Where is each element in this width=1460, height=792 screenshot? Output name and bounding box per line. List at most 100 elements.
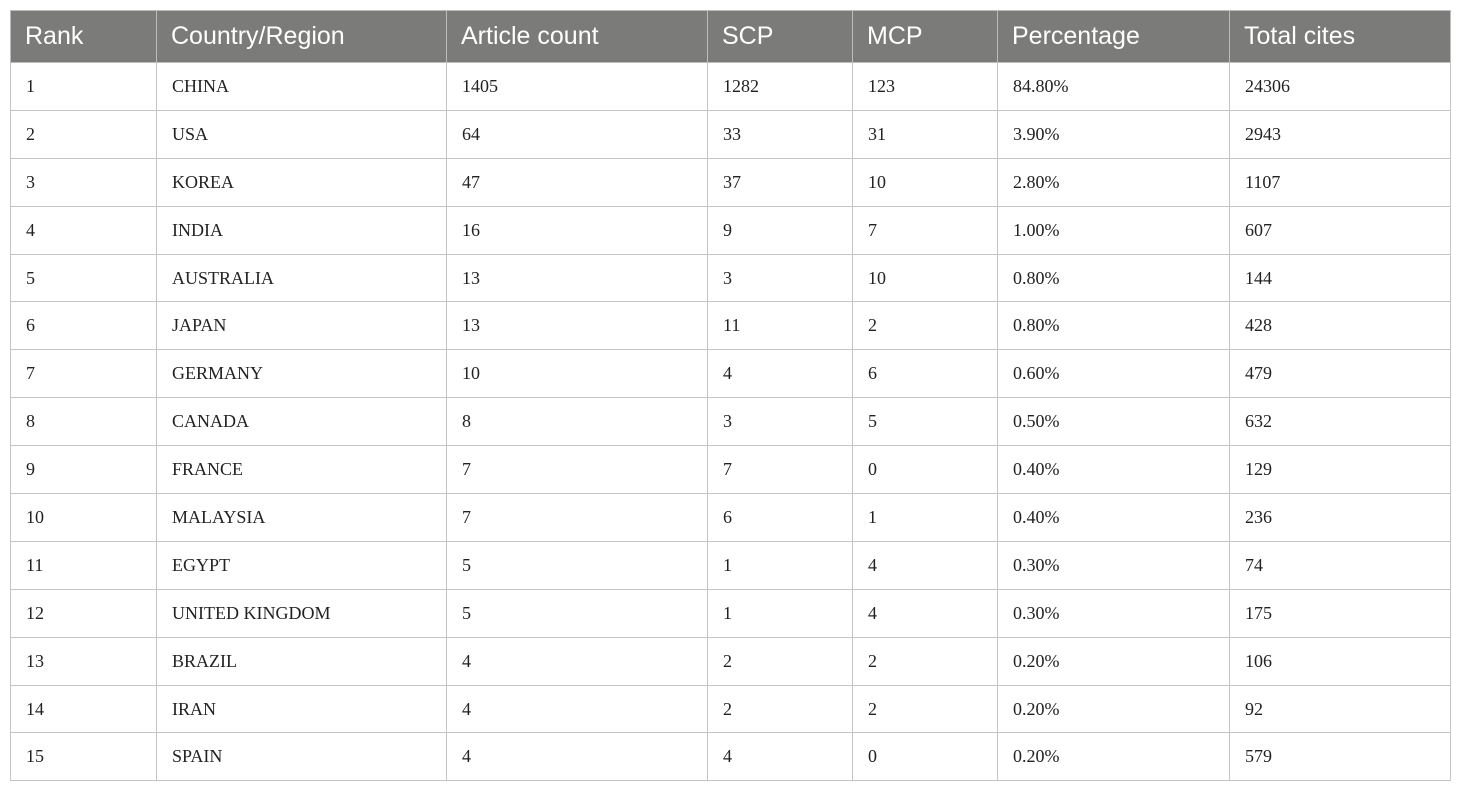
mcp-cell: 2 <box>852 684 998 734</box>
mcp-cell: 123 <box>852 62 998 111</box>
article-count-cell: 4 <box>446 732 708 782</box>
percentage-cell: 0.80% <box>997 301 1230 351</box>
rank-cell: 4 <box>10 205 157 255</box>
scp-cell: 33 <box>707 109 853 159</box>
total-cites-cell: 24306 <box>1229 62 1451 111</box>
mcp-cell: 0 <box>852 445 998 495</box>
rank-cell: 1 <box>10 62 157 111</box>
country-region-cell: UNITED KINGDOM <box>156 588 447 638</box>
country-region-cell: JAPAN <box>156 301 447 351</box>
scp-cell: 1 <box>707 588 853 638</box>
scp-cell: 3 <box>707 397 853 447</box>
rank-cell: 15 <box>10 732 157 782</box>
table-row: 11 EGYPT 5 1 4 0.30% 74 <box>10 540 1451 590</box>
percentage-cell: 0.50% <box>997 397 1230 447</box>
article-count-cell: 10 <box>446 349 708 399</box>
rank-cell: 10 <box>10 493 157 542</box>
article-count-cell: 7 <box>446 445 708 495</box>
total-cites-cell: 579 <box>1229 732 1451 782</box>
table-row: 9 FRANCE 7 7 0 0.40% 129 <box>10 445 1451 495</box>
total-cites-cell: 236 <box>1229 493 1451 542</box>
total-cites-cell: 92 <box>1229 684 1451 734</box>
header-country-region: Country/Region <box>156 10 447 63</box>
percentage-cell: 0.20% <box>997 684 1230 734</box>
article-count-cell: 4 <box>446 684 708 734</box>
country-region-cell: KOREA <box>156 157 447 207</box>
header-mcp: MCP <box>852 10 998 63</box>
percentage-cell: 3.90% <box>997 109 1230 159</box>
total-cites-cell: 106 <box>1229 636 1451 686</box>
scp-cell: 2 <box>707 684 853 734</box>
mcp-cell: 2 <box>852 636 998 686</box>
percentage-cell: 0.20% <box>997 636 1230 686</box>
rank-cell: 11 <box>10 540 157 590</box>
percentage-cell: 0.30% <box>997 540 1230 590</box>
table-body: 1 CHINA 1405 1282 123 84.80% 24306 2 USA 64 33 31 3.… <box>10 62 1451 782</box>
total-cites-cell: 607 <box>1229 205 1451 255</box>
rank-cell: 14 <box>10 684 157 734</box>
table-row: 13 BRAZIL 4 2 2 0.20% 106 <box>10 636 1451 686</box>
article-count-cell: 8 <box>446 397 708 447</box>
table-row: 10 MALAYSIA 7 6 1 0.40% 236 <box>10 493 1451 542</box>
percentage-cell: 2.80% <box>997 157 1230 207</box>
scp-cell: 1282 <box>707 62 853 111</box>
scp-cell: 37 <box>707 157 853 207</box>
table-row: 1 CHINA 1405 1282 123 84.80% 24306 <box>10 62 1451 111</box>
total-cites-cell: 479 <box>1229 349 1451 399</box>
country-region-cell: INDIA <box>156 205 447 255</box>
country-region-cell: SPAIN <box>156 732 447 782</box>
table-row: 14 IRAN 4 2 2 0.20% 92 <box>10 684 1451 734</box>
country-region-cell: EGYPT <box>156 540 447 590</box>
header-percentage: Percentage <box>997 10 1230 63</box>
table-row: 4 INDIA 16 9 7 1.00% 607 <box>10 205 1451 255</box>
total-cites-cell: 175 <box>1229 588 1451 638</box>
header-rank: Rank <box>10 10 157 63</box>
total-cites-cell: 144 <box>1229 253 1451 303</box>
country-region-cell: USA <box>156 109 447 159</box>
country-region-cell: GERMANY <box>156 349 447 399</box>
mcp-cell: 4 <box>852 540 998 590</box>
mcp-cell: 5 <box>852 397 998 447</box>
article-count-cell: 13 <box>446 253 708 303</box>
table-row: 7 GERMANY 10 4 6 0.60% 479 <box>10 349 1451 399</box>
table-row: 15 SPAIN 4 4 0 0.20% 579 <box>10 732 1451 782</box>
mcp-cell: 10 <box>852 253 998 303</box>
scp-cell: 2 <box>707 636 853 686</box>
mcp-cell: 2 <box>852 301 998 351</box>
rank-cell: 8 <box>10 397 157 447</box>
percentage-cell: 0.40% <box>997 493 1230 542</box>
article-count-cell: 13 <box>446 301 708 351</box>
rank-cell: 12 <box>10 588 157 638</box>
article-count-cell: 7 <box>446 493 708 542</box>
table-row: 6 JAPAN 13 11 2 0.80% 428 <box>10 301 1451 351</box>
article-count-cell: 4 <box>446 636 708 686</box>
article-count-cell: 47 <box>446 157 708 207</box>
total-cites-cell: 428 <box>1229 301 1451 351</box>
country-region-cell: AUSTRALIA <box>156 253 447 303</box>
header-row: Rank Country/Region Article count SCP MC… <box>10 10 1451 63</box>
country-region-cell: BRAZIL <box>156 636 447 686</box>
scp-cell: 1 <box>707 540 853 590</box>
header-scp: SCP <box>707 10 853 63</box>
article-count-cell: 64 <box>446 109 708 159</box>
percentage-cell: 84.80% <box>997 62 1230 111</box>
percentage-cell: 1.00% <box>997 205 1230 255</box>
table-container: Rank Country/Region Article count SCP MC… <box>10 10 1451 782</box>
table-row: 2 USA 64 33 31 3.90% 2943 <box>10 109 1451 159</box>
rank-cell: 13 <box>10 636 157 686</box>
percentage-cell: 0.40% <box>997 445 1230 495</box>
mcp-cell: 7 <box>852 205 998 255</box>
country-region-cell: FRANCE <box>156 445 447 495</box>
total-cites-cell: 129 <box>1229 445 1451 495</box>
mcp-cell: 31 <box>852 109 998 159</box>
country-region-cell: IRAN <box>156 684 447 734</box>
percentage-cell: 0.30% <box>997 588 1230 638</box>
mcp-cell: 1 <box>852 493 998 542</box>
mcp-cell: 0 <box>852 732 998 782</box>
rank-cell: 9 <box>10 445 157 495</box>
scp-cell: 4 <box>707 732 853 782</box>
country-statistics-table: Rank Country/Region Article count SCP MC… <box>10 10 1451 782</box>
header-total-cites: Total cites <box>1229 10 1451 63</box>
country-region-cell: MALAYSIA <box>156 493 447 542</box>
country-region-cell: CHINA <box>156 62 447 111</box>
